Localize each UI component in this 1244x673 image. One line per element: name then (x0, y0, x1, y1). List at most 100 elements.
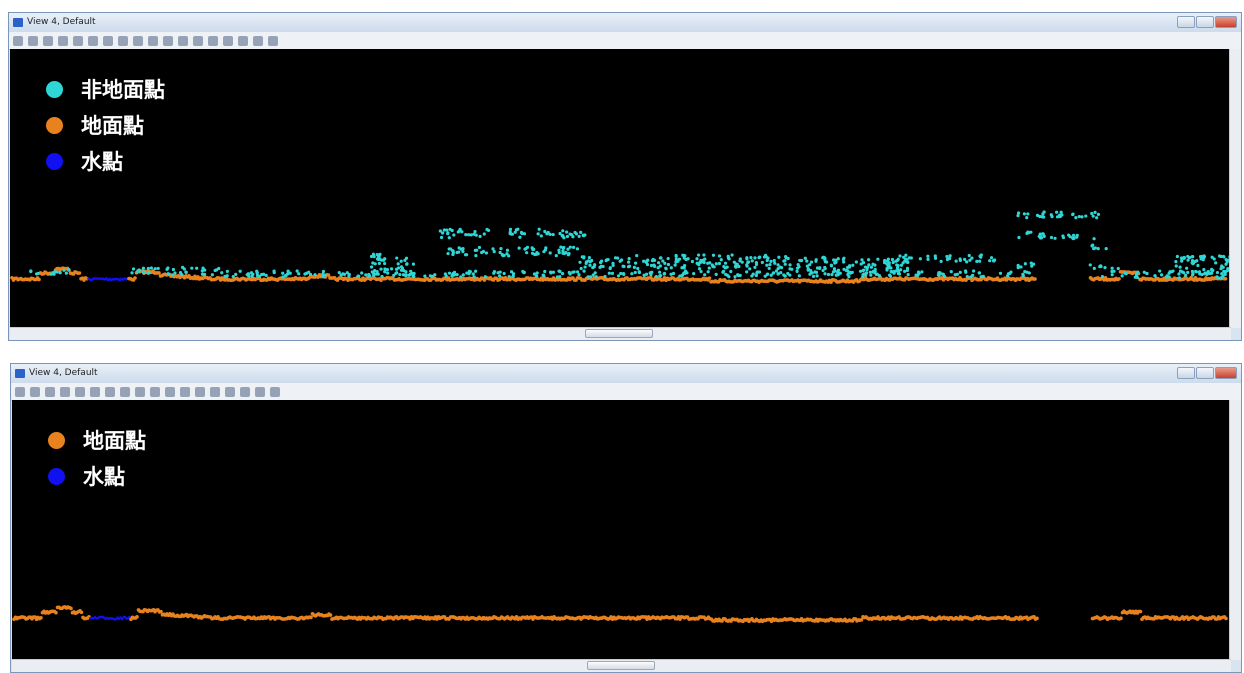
tool-button[interactable] (210, 386, 220, 397)
tool-button[interactable] (118, 35, 128, 46)
tool-button[interactable] (73, 35, 83, 46)
restore-button[interactable] (1196, 16, 1214, 28)
window-title: View 4, Default (27, 17, 96, 27)
tool-button[interactable] (28, 35, 38, 46)
tool-button[interactable] (195, 386, 205, 397)
tool-button[interactable] (178, 35, 188, 46)
point (669, 266, 673, 270)
tool-button[interactable] (163, 35, 173, 46)
tool-button[interactable] (240, 386, 250, 397)
tool-button[interactable] (225, 386, 235, 397)
point (308, 272, 313, 277)
point (874, 272, 878, 277)
point (795, 269, 799, 273)
tool-button[interactable] (45, 386, 55, 397)
close-button[interactable] (1215, 367, 1237, 379)
tool-button[interactable] (13, 35, 23, 46)
point (356, 274, 360, 278)
minimize-button[interactable] (1177, 367, 1195, 379)
horizontal-scrollbar[interactable] (12, 659, 1231, 672)
tool-button[interactable] (133, 35, 143, 46)
point (1009, 270, 1013, 274)
close-button[interactable] (1215, 16, 1237, 28)
point (842, 267, 846, 271)
tool-button[interactable] (88, 35, 98, 46)
point (575, 270, 580, 274)
tool-button[interactable] (90, 386, 100, 397)
tool-button[interactable] (208, 35, 218, 46)
tool-button[interactable] (60, 386, 70, 397)
tool-button[interactable] (268, 35, 278, 46)
point (54, 610, 58, 615)
point (445, 228, 449, 232)
point (658, 270, 662, 274)
point (811, 274, 816, 278)
point (926, 254, 930, 258)
point (195, 266, 199, 270)
point (859, 617, 864, 622)
tool-button[interactable] (223, 35, 233, 46)
point (1187, 256, 1192, 260)
point (579, 230, 583, 234)
vertical-scrollbar[interactable] (1229, 400, 1241, 660)
point (238, 269, 242, 273)
tool-button[interactable] (148, 35, 158, 46)
vertical-scrollbar[interactable] (1229, 49, 1241, 328)
tool-button[interactable] (75, 386, 85, 397)
point (200, 272, 205, 276)
point (831, 270, 835, 274)
point (491, 247, 495, 251)
tool-button[interactable] (30, 386, 40, 397)
tool-button[interactable] (193, 35, 203, 46)
tool-button[interactable] (58, 35, 68, 46)
point (535, 252, 539, 256)
point (62, 268, 66, 272)
scroll-thumb[interactable] (587, 661, 655, 670)
tool-button[interactable] (180, 386, 190, 397)
scroll-thumb[interactable] (585, 329, 653, 338)
tool-button[interactable] (103, 35, 113, 46)
point (1088, 263, 1092, 267)
restore-button[interactable] (1196, 367, 1214, 379)
tool-button[interactable] (15, 386, 25, 397)
tool-button[interactable] (165, 386, 175, 397)
tool-button[interactable] (105, 386, 115, 397)
tool-button[interactable] (270, 386, 280, 397)
point (998, 271, 1003, 275)
point (586, 275, 590, 279)
point (67, 267, 71, 272)
tool-button[interactable] (120, 386, 130, 397)
point (1191, 255, 1195, 259)
point (754, 273, 758, 278)
point (965, 260, 969, 264)
tool-button[interactable] (253, 35, 263, 46)
point (1021, 272, 1025, 276)
point (859, 262, 863, 266)
tool-button[interactable] (135, 386, 145, 397)
point (1142, 270, 1146, 274)
point (166, 266, 170, 270)
point (769, 259, 773, 263)
minimize-button[interactable] (1177, 16, 1195, 28)
point (1026, 212, 1030, 216)
point (1216, 276, 1220, 280)
point (1138, 609, 1143, 614)
viewport: 地面點 水點 (12, 400, 1231, 660)
point (1212, 257, 1216, 261)
point (918, 257, 922, 261)
point (917, 271, 921, 275)
point (939, 259, 943, 263)
tool-button[interactable] (255, 386, 265, 397)
point (184, 270, 188, 274)
horizontal-scrollbar[interactable] (10, 327, 1231, 340)
point (1185, 266, 1189, 270)
point (536, 232, 540, 236)
point (1090, 211, 1094, 216)
point (383, 261, 387, 266)
point (637, 270, 642, 275)
point (1057, 213, 1062, 217)
tool-button[interactable] (238, 35, 248, 46)
tool-button[interactable] (150, 386, 160, 397)
tool-button[interactable] (43, 35, 53, 46)
point (699, 258, 703, 263)
